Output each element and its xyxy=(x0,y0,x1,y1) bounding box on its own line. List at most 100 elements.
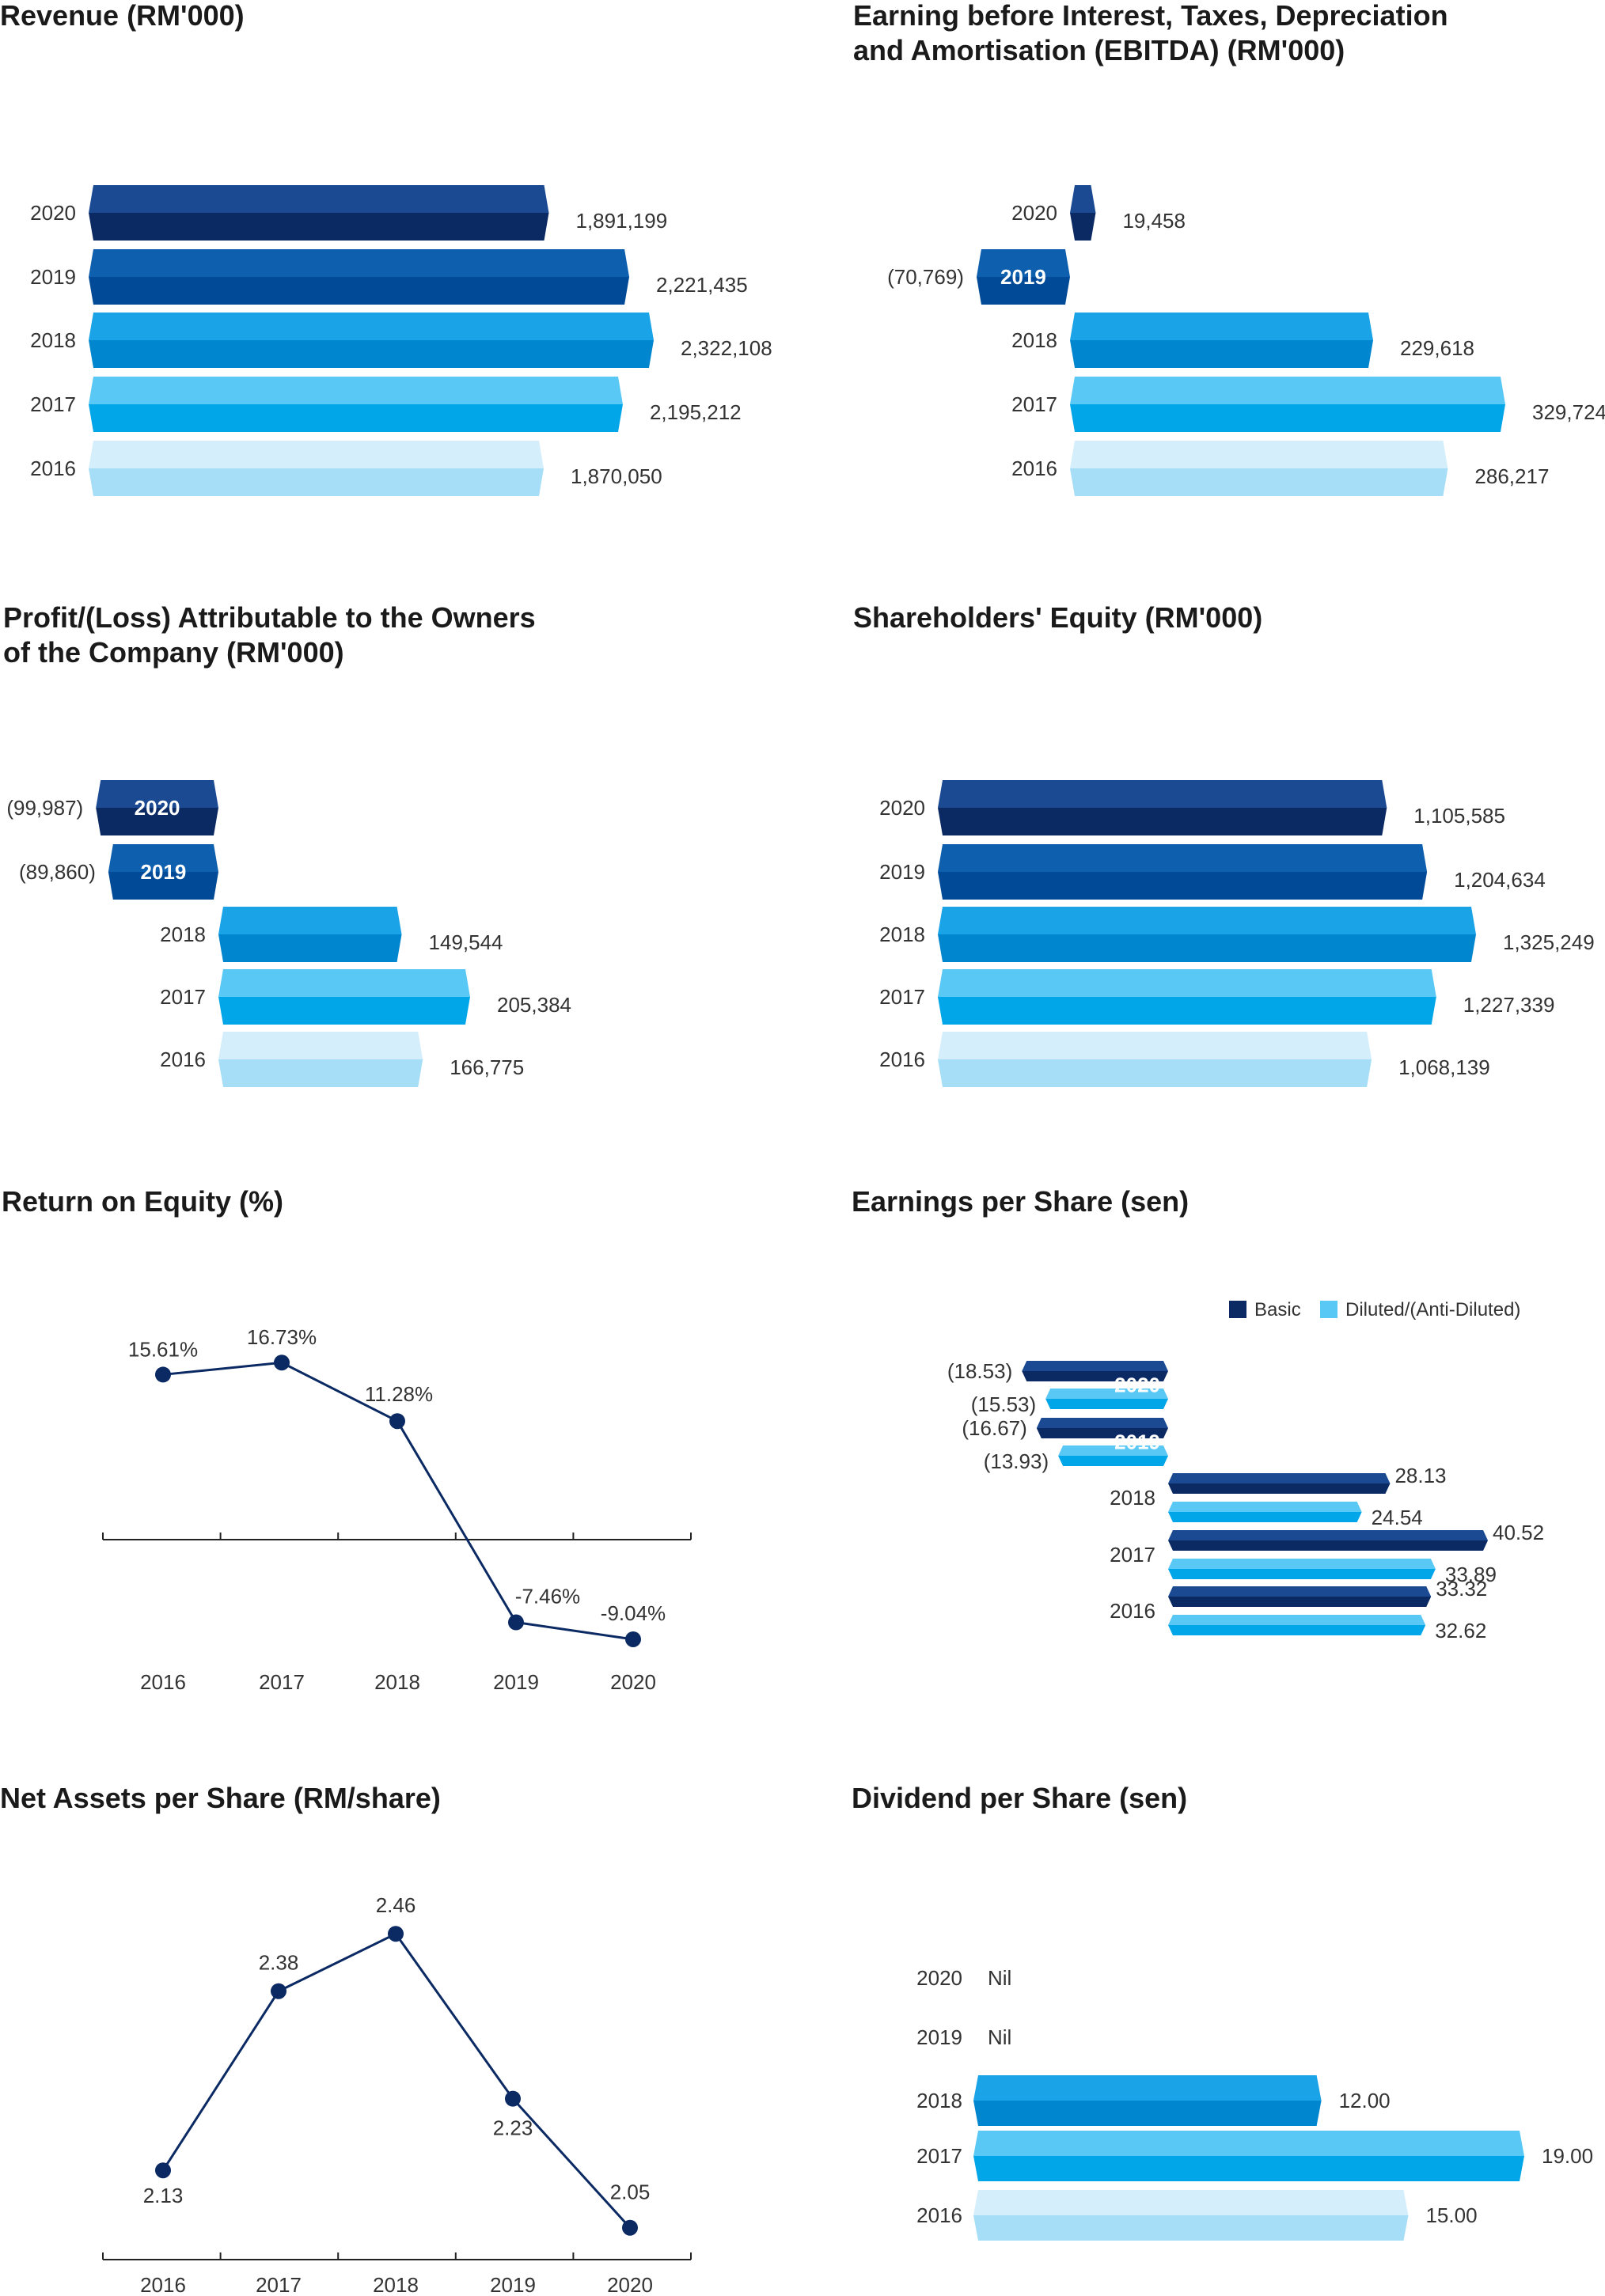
legend-swatch-diluted xyxy=(1320,1301,1338,1318)
legend-label-basic: Basic xyxy=(1254,1299,1301,1320)
eps-bar-diluted-2017-bottom xyxy=(1168,1569,1436,1579)
equity-bar-2020-bottom xyxy=(938,808,1387,835)
ebitda-title-line: Earning before Interest, Taxes, Deprecia… xyxy=(853,0,1448,32)
revenue-value-2017: 2,195,212 xyxy=(650,400,742,424)
roe-title: Return on Equity (%) xyxy=(2,1185,283,1218)
equity-year-2016: 2016 xyxy=(879,1048,925,1071)
ebitda-year-2020: 2020 xyxy=(1011,201,1057,225)
revenue-bar-2017-top xyxy=(89,377,623,404)
profit-bar-2020-bottom xyxy=(96,808,218,835)
eps-legend: Basic Diluted/(Anti-Diluted) xyxy=(1229,1299,1520,1320)
roe-label-2019: -7.46% xyxy=(515,1585,580,1608)
revenue-bar-2020-top xyxy=(89,185,549,213)
nas-title: Net Assets per Share (RM/share) xyxy=(0,1782,441,1814)
profit-bar-2019 xyxy=(108,844,218,900)
ebitda-bar-2017-bottom xyxy=(1070,404,1505,432)
profit-bar-2019-bottom xyxy=(108,872,218,900)
ebitda-bar-2019-top xyxy=(976,249,1070,277)
eps-bar-basic-2017 xyxy=(1168,1530,1488,1551)
equity-year-2018: 2018 xyxy=(879,923,925,946)
roe-chart: 15.61% 2016 16.73% 2017 11.28% 2018 -7.46% 2019… xyxy=(102,1325,692,1694)
revenue-bar-2020 xyxy=(89,185,549,241)
equity-bar-2016 xyxy=(938,1032,1372,1087)
dps-bar-2017-top xyxy=(973,2131,1524,2156)
eps-value-diluted-2017: 33.89 xyxy=(1445,1563,1497,1586)
revenue-chart: 2020 1,891,199 2019 2,221,435 2018 2,322,108 2… xyxy=(30,185,772,496)
nas-xtick-2018: 2018 xyxy=(373,2273,419,2296)
nas-label-2018: 2.46 xyxy=(376,1893,416,1917)
profit-chart: 2020 (99,987) 2019 (89,860) 2018 149,544 2017 2… xyxy=(6,780,571,1087)
eps-bar-diluted-2018 xyxy=(1168,1502,1362,1522)
profit-year-2017: 2017 xyxy=(160,985,206,1009)
eps-bar-diluted-2016-bottom xyxy=(1168,1625,1426,1635)
dps-value-2017: 19.00 xyxy=(1542,2144,1593,2168)
eps-bar-basic-2018 xyxy=(1168,1473,1391,1494)
equity-bar-2019 xyxy=(938,844,1428,900)
eps-bar-diluted-2019-bottom xyxy=(1058,1456,1168,1466)
roe-point-2018 xyxy=(389,1413,405,1430)
profit-bar-2020 xyxy=(96,780,218,835)
eps-bar-diluted-2017 xyxy=(1168,1559,1436,1579)
eps-value-basic-2016: 33.32 xyxy=(1436,1577,1487,1601)
dps-title: Dividend per Share (sen) xyxy=(852,1782,1187,1814)
roe-title-line: Return on Equity (%) xyxy=(2,1185,283,1218)
ebitda-bar-2017 xyxy=(1070,377,1505,432)
ebitda-year-2017: 2017 xyxy=(1011,392,1057,416)
eps-bar-basic-2019 xyxy=(1036,1418,1168,1438)
revenue-value-2018: 2,322,108 xyxy=(681,336,772,360)
dps-year-2016: 2016 xyxy=(916,2203,962,2227)
dps-year-2019: 2019 xyxy=(916,2025,962,2049)
equity-bar-2019-bottom xyxy=(938,872,1428,900)
eps-bar-basic-2018-bottom xyxy=(1168,1483,1391,1494)
dps-title-line: Dividend per Share (sen) xyxy=(852,1782,1187,1814)
equity-bar-2018-bottom xyxy=(938,934,1476,962)
nas-chart: 2.13 2016 2.38 2017 2.46 2018 2.23 2019 2.05 2020 xyxy=(102,1893,692,2296)
eps-bar-diluted-2017-top xyxy=(1168,1559,1436,1569)
eps-value-diluted-2018: 24.54 xyxy=(1372,1506,1423,1529)
eps-bar-basic-2019-top xyxy=(1036,1418,1168,1428)
dps-bar-2016-bottom xyxy=(973,2215,1409,2241)
revenue-bar-2016-bottom xyxy=(89,468,544,496)
eps-bar-basic-2019-bottom xyxy=(1036,1428,1168,1438)
profit-bar-2016-top xyxy=(218,1032,423,1059)
nas-label-2016: 2.13 xyxy=(143,2184,184,2207)
revenue-title-line: Revenue (RM'000) xyxy=(0,0,245,32)
dps-chart: 2020 Nil 2019 Nil 2018 12.00 2017 19.00 2016 15.0… xyxy=(916,1966,1593,2241)
roe-xtick-2018: 2018 xyxy=(374,1670,420,1694)
eps-bar-diluted-2018-bottom xyxy=(1168,1512,1362,1522)
eps-bar-basic-2020 xyxy=(1022,1361,1168,1381)
ebitda-bar-2016-top xyxy=(1070,441,1448,468)
ebitda-year-2016: 2016 xyxy=(1011,457,1057,480)
equity-bar-2020 xyxy=(938,780,1387,835)
revenue-bar-2019-bottom xyxy=(89,277,630,305)
roe-xtick-2017: 2017 xyxy=(259,1670,305,1694)
roe-point-2019 xyxy=(508,1614,524,1631)
eps-title: Earnings per Share (sen) xyxy=(852,1185,1189,1218)
equity-bar-2016-top xyxy=(938,1032,1372,1059)
profit-bar-2019-top xyxy=(108,844,218,872)
equity-value-2020: 1,105,585 xyxy=(1413,804,1505,828)
profit-bar-2017 xyxy=(218,969,470,1025)
ebitda-bar-2020 xyxy=(1070,185,1096,241)
eps-value-basic-2020: (18.53) xyxy=(947,1359,1012,1383)
profit-year-2020: 2020 xyxy=(135,796,180,820)
profit-title: Profit/(Loss) Attributable to the Owners… xyxy=(3,601,536,669)
eps-bar-diluted-2020 xyxy=(1045,1389,1168,1409)
profit-bar-2018-top xyxy=(218,907,402,934)
ebitda-year-2019: 2019 xyxy=(1000,265,1046,289)
profit-title-line: of the Company (RM'000) xyxy=(3,636,344,669)
eps-bar-basic-2018-top xyxy=(1168,1473,1391,1483)
eps-bar-basic-2017-bottom xyxy=(1168,1540,1488,1551)
ebitda-year-2018: 2018 xyxy=(1011,328,1057,352)
nas-title-line: Net Assets per Share (RM/share) xyxy=(0,1782,441,1814)
ebitda-chart: 2020 19,458 2019 (70,769) 2018 229,618 2017 329… xyxy=(887,185,1605,496)
ebitda-bar-2018-top xyxy=(1070,313,1374,340)
nas-xtick-2020: 2020 xyxy=(607,2273,653,2296)
revenue-year-2016: 2016 xyxy=(30,457,76,480)
equity-bar-2020-top xyxy=(938,780,1387,808)
eps-bar-diluted-2020-top xyxy=(1045,1389,1168,1399)
equity-value-2017: 1,227,339 xyxy=(1463,993,1555,1017)
nas-xtick-2016: 2016 xyxy=(140,2273,186,2296)
equity-value-2018: 1,325,249 xyxy=(1503,930,1595,954)
